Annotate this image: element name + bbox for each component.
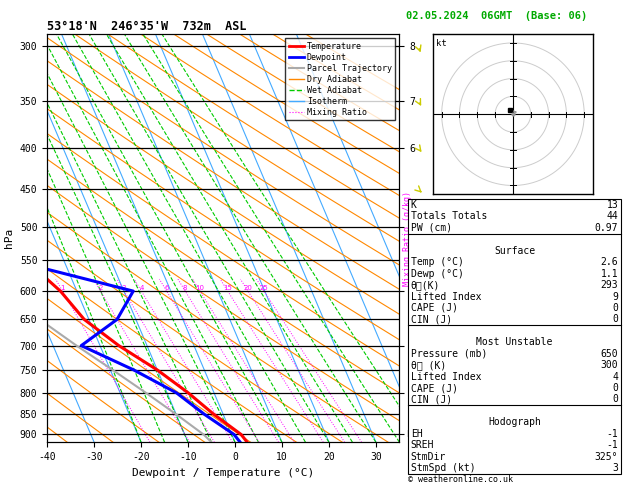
Text: kt: kt — [436, 39, 447, 48]
Text: -1: -1 — [606, 440, 618, 450]
Text: 6: 6 — [164, 285, 169, 291]
Text: 3: 3 — [613, 463, 618, 473]
Text: 0: 0 — [613, 314, 618, 324]
Text: 53°18'N  246°35'W  732m  ASL: 53°18'N 246°35'W 732m ASL — [47, 20, 247, 33]
Text: 9: 9 — [613, 292, 618, 301]
Text: 293: 293 — [601, 280, 618, 290]
Text: 4: 4 — [613, 372, 618, 382]
Text: StmSpd (kt): StmSpd (kt) — [411, 463, 476, 473]
Text: 3: 3 — [122, 285, 126, 291]
Y-axis label: hPa: hPa — [4, 228, 14, 248]
Text: 0: 0 — [613, 395, 618, 404]
X-axis label: Dewpoint / Temperature (°C): Dewpoint / Temperature (°C) — [132, 468, 314, 478]
Text: 8: 8 — [183, 285, 187, 291]
Text: 650: 650 — [601, 349, 618, 359]
Text: 20: 20 — [243, 285, 252, 291]
Text: PW (cm): PW (cm) — [411, 223, 452, 233]
Text: Totals Totals: Totals Totals — [411, 211, 487, 222]
Text: 0: 0 — [613, 303, 618, 313]
Text: EH: EH — [411, 429, 423, 439]
Text: Mixing Ratio (g/kg): Mixing Ratio (g/kg) — [403, 191, 411, 286]
Text: Lifted Index: Lifted Index — [411, 292, 481, 301]
Text: CAPE (J): CAPE (J) — [411, 383, 458, 393]
Text: -1: -1 — [606, 429, 618, 439]
Text: Pressure (mb): Pressure (mb) — [411, 349, 487, 359]
Text: Temp (°C): Temp (°C) — [411, 257, 464, 267]
Text: 13: 13 — [606, 200, 618, 210]
Text: © weatheronline.co.uk: © weatheronline.co.uk — [408, 475, 513, 484]
Text: 2.6: 2.6 — [601, 257, 618, 267]
Text: Most Unstable: Most Unstable — [476, 337, 553, 347]
Text: K: K — [411, 200, 416, 210]
Text: 44: 44 — [606, 211, 618, 222]
Text: 325°: 325° — [595, 451, 618, 462]
Text: 0: 0 — [613, 383, 618, 393]
Text: 1: 1 — [60, 285, 65, 291]
Text: 0.97: 0.97 — [595, 223, 618, 233]
Text: SREH: SREH — [411, 440, 434, 450]
Text: 300: 300 — [601, 360, 618, 370]
Text: 02.05.2024  06GMT  (Base: 06): 02.05.2024 06GMT (Base: 06) — [406, 12, 587, 21]
Text: 4: 4 — [139, 285, 143, 291]
Text: Hodograph: Hodograph — [488, 417, 541, 427]
Text: θᴄ(K): θᴄ(K) — [411, 280, 440, 290]
Legend: Temperature, Dewpoint, Parcel Trajectory, Dry Adiabat, Wet Adiabat, Isotherm, Mi: Temperature, Dewpoint, Parcel Trajectory… — [285, 38, 395, 121]
Text: CIN (J): CIN (J) — [411, 314, 452, 324]
Text: Dewp (°C): Dewp (°C) — [411, 269, 464, 278]
Text: 10: 10 — [196, 285, 204, 291]
Text: 15: 15 — [223, 285, 232, 291]
Text: LCL: LCL — [406, 430, 421, 439]
Text: 25: 25 — [260, 285, 269, 291]
Text: θᴄ (K): θᴄ (K) — [411, 360, 446, 370]
Text: 2: 2 — [98, 285, 103, 291]
Y-axis label: km
ASL: km ASL — [418, 229, 440, 247]
Text: StmDir: StmDir — [411, 451, 446, 462]
Text: Surface: Surface — [494, 246, 535, 256]
Text: Lifted Index: Lifted Index — [411, 372, 481, 382]
Text: CIN (J): CIN (J) — [411, 395, 452, 404]
Text: CAPE (J): CAPE (J) — [411, 303, 458, 313]
Text: 1.1: 1.1 — [601, 269, 618, 278]
